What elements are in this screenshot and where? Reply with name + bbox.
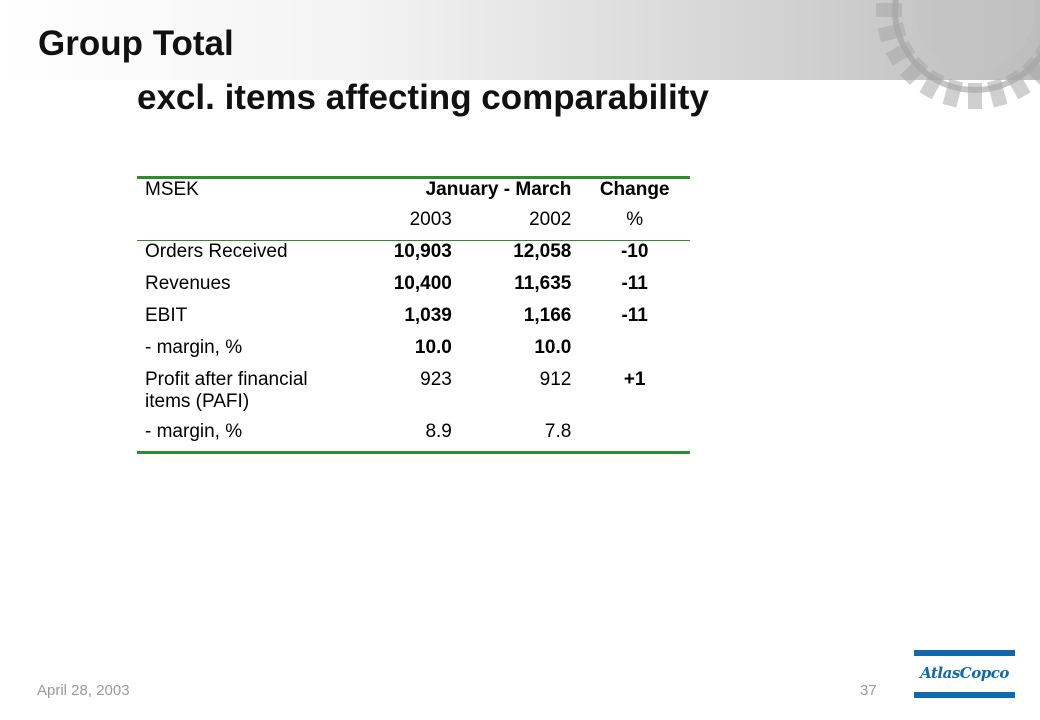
row-label: - margin, % bbox=[137, 421, 353, 454]
row-label: Orders Received bbox=[145, 241, 288, 262]
gear-tooth bbox=[919, 69, 945, 100]
row-label: EBIT bbox=[145, 305, 188, 326]
gear-tooth bbox=[968, 83, 982, 109]
slide-subtitle: excl. items affecting comparability bbox=[137, 78, 709, 117]
row-label-line1: Profit after financial bbox=[145, 369, 308, 390]
change-value: -10 bbox=[620, 241, 649, 262]
gear-tooth bbox=[877, 22, 907, 43]
row-label: - margin, % bbox=[145, 337, 243, 358]
table-header-row: MSEK January - March Change bbox=[137, 176, 690, 209]
row-label-line2: items (PAFI) bbox=[145, 391, 250, 412]
year-2003-header: 2003 bbox=[352, 209, 460, 241]
value-2002: 12,058 bbox=[513, 241, 572, 262]
slide-title: Group Total bbox=[38, 24, 234, 63]
table-row: Profit after financial items (PAFI) 923 … bbox=[137, 369, 690, 421]
logo-text: AtlasCopco bbox=[920, 664, 1009, 682]
row-label: Revenues bbox=[145, 273, 231, 294]
change-value: +1 bbox=[623, 369, 646, 390]
gear-icon bbox=[876, 0, 1040, 109]
change-value bbox=[579, 337, 690, 369]
gear-tooth bbox=[900, 56, 929, 85]
change-value: -11 bbox=[621, 305, 648, 326]
value-2003: 1,039 bbox=[404, 305, 452, 326]
value-2003: 10.0 bbox=[414, 337, 452, 358]
change-value: -11 bbox=[621, 273, 648, 294]
value-2003: 10,903 bbox=[393, 241, 452, 262]
value-2002: 912 bbox=[539, 369, 572, 390]
table-row: - margin, % 10.0 10.0 bbox=[137, 337, 690, 369]
footer-date: April 28, 2003 bbox=[37, 682, 130, 699]
table-row: Orders Received 10,903 12,058 -10 bbox=[137, 241, 690, 274]
value-2003: 10,400 bbox=[393, 273, 452, 294]
gear-tooth bbox=[1021, 56, 1040, 85]
row-label: Profit after financial items (PAFI) bbox=[137, 369, 353, 421]
page-number: 37 bbox=[860, 682, 877, 699]
unit-label: MSEK bbox=[137, 176, 353, 209]
gear-tooth bbox=[885, 40, 916, 66]
logo-bottom-band bbox=[914, 692, 1015, 698]
change-value bbox=[579, 421, 690, 454]
gear-tooth bbox=[1005, 69, 1031, 100]
value-2002: 10.0 bbox=[534, 337, 572, 358]
gear-tooth bbox=[987, 78, 1008, 108]
value-2003: 8.9 bbox=[352, 421, 460, 454]
atlas-copco-logo: AtlasCopco bbox=[914, 650, 1015, 700]
gear-tooth bbox=[876, 3, 902, 17]
value-2002: 1,166 bbox=[523, 305, 572, 326]
table-subheader-row: 2003 2002 % bbox=[137, 209, 690, 241]
table-row: Revenues 10,400 11,635 -11 bbox=[137, 273, 690, 305]
year-2002-header: 2002 bbox=[459, 209, 580, 241]
financial-table: MSEK January - March Change 2003 2002 % … bbox=[137, 176, 690, 454]
table-row: EBIT 1,039 1,166 -11 bbox=[137, 305, 690, 337]
header-band bbox=[0, 0, 1040, 109]
logo-top-band bbox=[914, 650, 1015, 656]
change-header: Change bbox=[579, 176, 690, 209]
period-header: January - March bbox=[352, 176, 580, 209]
value-2002: 11,635 bbox=[514, 273, 572, 294]
value-2003: 923 bbox=[420, 369, 452, 390]
change-unit-header: % bbox=[579, 209, 690, 241]
table-row: - margin, % 8.9 7.8 bbox=[137, 421, 690, 454]
value-2002: 7.8 bbox=[459, 421, 580, 454]
gear-tooth bbox=[942, 78, 963, 108]
